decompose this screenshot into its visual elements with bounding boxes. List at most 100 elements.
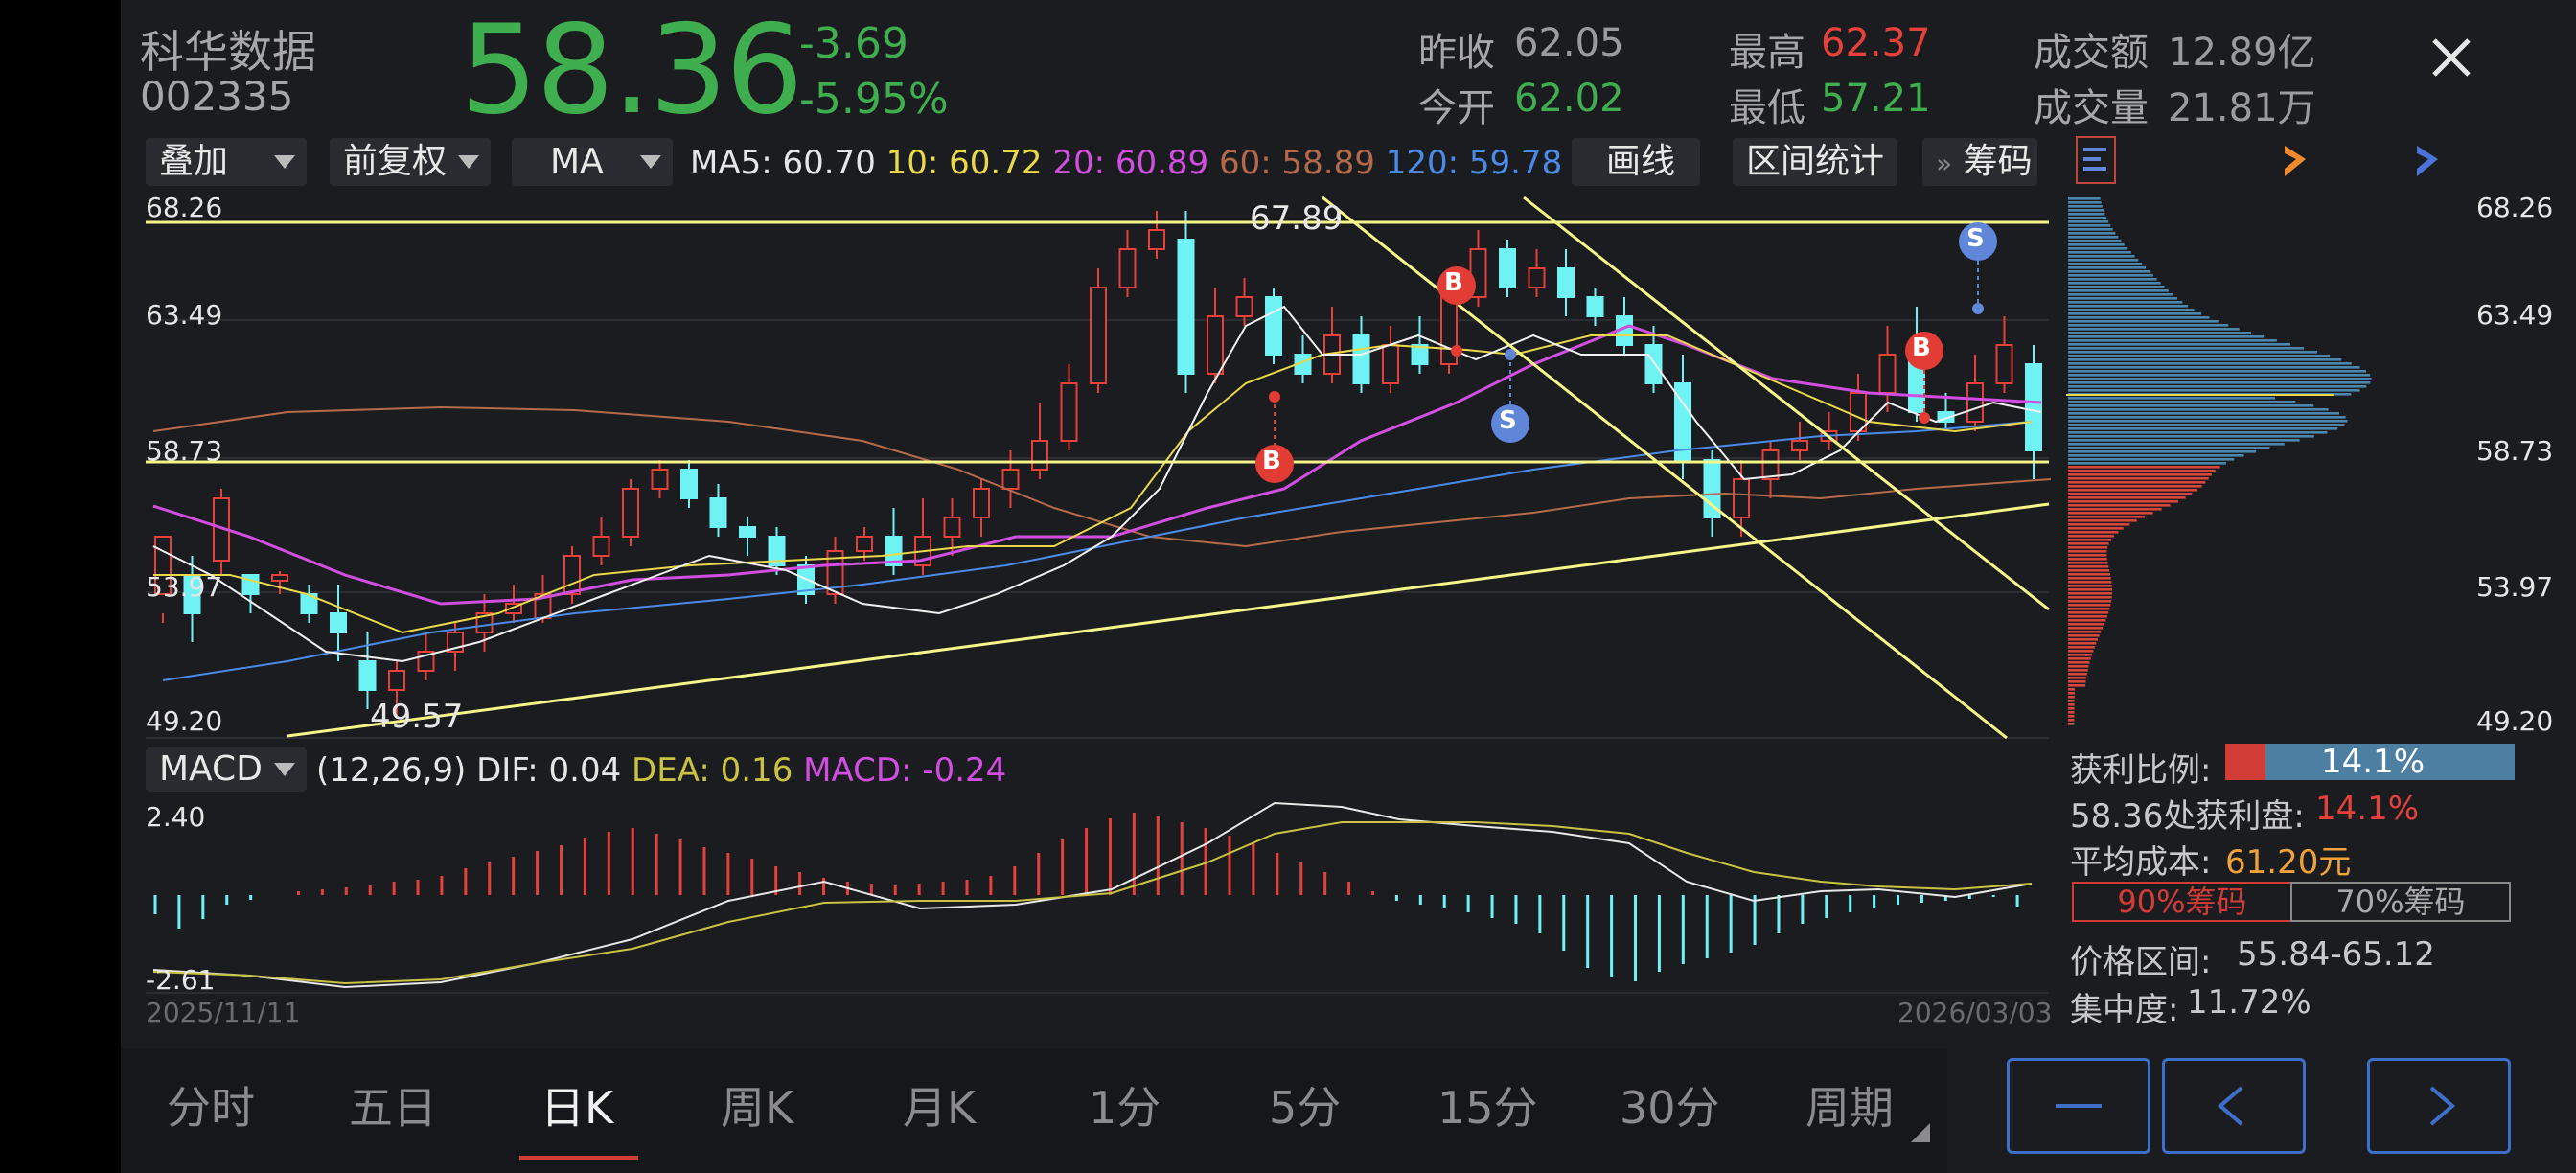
candle-body	[1761, 449, 1780, 480]
tab-five-day[interactable]: 五日	[349, 1082, 437, 1134]
chip-bar	[2068, 339, 2277, 342]
chip-bar	[2068, 335, 2265, 338]
chip-bar	[2068, 266, 2147, 269]
tab-1min[interactable]: 1分	[1089, 1082, 1162, 1134]
tab-daily-k[interactable]: 日K	[540, 1082, 614, 1134]
overlay-dropdown[interactable]: 叠加	[146, 138, 307, 186]
scroll-left-button[interactable]	[2162, 1058, 2306, 1154]
scroll-right-button[interactable]	[2367, 1058, 2511, 1154]
chip-bar	[2068, 243, 2125, 246]
chip-bar	[2068, 531, 2119, 534]
start-date: 2025/11/11	[146, 997, 301, 1028]
candle-body	[271, 574, 288, 582]
tab-5min[interactable]: 5分	[1269, 1082, 1342, 1134]
chip-bar	[2068, 615, 2107, 618]
ma120-value: 120: 59.78	[1385, 144, 1563, 182]
candle-body	[1937, 411, 1955, 423]
chip-bar	[2068, 412, 2339, 415]
chip-bar	[2068, 236, 2119, 239]
chip-bar	[2068, 209, 2104, 212]
chip-bar	[2068, 642, 2097, 645]
macd-dif: DIF: 0.04	[476, 751, 622, 790]
candle-body	[475, 612, 494, 633]
chip-bar	[2068, 381, 2371, 384]
close-button[interactable]	[2430, 36, 2472, 79]
candle-body	[1118, 248, 1137, 288]
buy-signal: B	[1444, 268, 1463, 297]
price-change-pct: -5.95%	[799, 75, 949, 124]
tab-monthly-k[interactable]: 月K	[903, 1082, 977, 1134]
corner-triangle-icon	[1911, 1123, 1930, 1142]
chip-bar	[2068, 458, 2235, 461]
chip-bar	[2068, 213, 2105, 216]
chip-bar	[2068, 251, 2131, 254]
candle-body	[680, 469, 698, 499]
avg-cost-value: 61.20元	[2225, 843, 2352, 882]
chevron-down-icon	[458, 155, 479, 169]
adjust-dropdown[interactable]: 前复权	[330, 138, 491, 186]
chip-bar	[2068, 619, 2106, 622]
candle-body	[651, 469, 669, 490]
candle-body	[1265, 296, 1282, 356]
range-stats-label: 区间统计	[1746, 142, 1885, 181]
low-price: 57.21	[1821, 77, 1931, 121]
candle-body	[1235, 296, 1254, 317]
candle-body	[2025, 363, 2042, 451]
chip-bar	[2068, 217, 2107, 219]
chip-bar	[2068, 332, 2251, 334]
tab-70-chips[interactable]: 70%筹码	[2290, 882, 2511, 922]
chip-bar	[2068, 477, 2209, 480]
chip-bar	[2068, 197, 2101, 200]
tab-weekly-k[interactable]: 周K	[721, 1082, 794, 1134]
chevron-down-icon	[274, 763, 295, 776]
chip-price-bottom: 49.20	[2476, 705, 2554, 737]
chip-bar	[2068, 454, 2244, 457]
chip-bar	[2068, 424, 2345, 426]
candle-body	[973, 488, 990, 518]
chips-label: 筹码	[1963, 142, 2033, 181]
chevron-down-icon	[274, 155, 295, 169]
chip-list-tab[interactable]	[2076, 136, 2116, 184]
profit-at-value: 14.1%	[2315, 790, 2420, 828]
price-range-label: 价格区间:	[2070, 943, 2212, 981]
candle-body	[505, 603, 522, 614]
profit-ratio-value: 14.1%	[2321, 743, 2426, 781]
indicator-dropdown[interactable]: MA	[512, 138, 673, 186]
tab-90-chips[interactable]: 90%筹码	[2072, 882, 2292, 922]
chip-distribution-chart	[2066, 197, 2372, 725]
range-stats-button[interactable]: 区间统计	[1733, 138, 1898, 186]
chip-chart-tab[interactable]	[2277, 142, 2313, 184]
chip-bar	[2068, 558, 2107, 561]
chip-bar	[2068, 661, 2090, 664]
chip-bar	[2068, 623, 2104, 626]
draw-line-button[interactable]: 画线	[1572, 138, 1700, 186]
chip-bar	[2068, 470, 2216, 472]
chip-bar	[2068, 608, 2110, 610]
profit-ratio-bar: 14.1%	[2225, 744, 2515, 780]
zoom-out-button[interactable]	[2007, 1058, 2150, 1154]
candle-body	[622, 488, 639, 538]
chip-bar	[2068, 500, 2178, 503]
tab-30min[interactable]: 30分	[1620, 1082, 1720, 1134]
tab-intraday[interactable]: 分时	[167, 1082, 255, 1134]
trade-signal-markers	[1255, 222, 1997, 483]
chip-bar	[2068, 370, 2367, 373]
ma60-value: 60: 58.89	[1219, 144, 1375, 182]
tab-15min[interactable]: 15分	[1438, 1082, 1538, 1134]
macd-legend: (12,26,9) DIF: 0.04 DEA: 0.16 MACD: -0.2…	[316, 751, 1006, 790]
candle-body	[709, 497, 727, 528]
chips-button[interactable]: » 筹码	[1922, 138, 2037, 186]
chip-bar	[2068, 378, 2372, 380]
chip-bar	[2068, 631, 2102, 633]
tab-period[interactable]: 周期	[1806, 1082, 1894, 1134]
candle-body	[739, 526, 756, 538]
chip-bar	[2068, 278, 2157, 281]
price-level-bottom: 49.20	[146, 705, 223, 737]
chip-bar	[2068, 516, 2145, 518]
chip-bar	[2068, 462, 2226, 465]
sell-signal: S	[1966, 224, 1985, 253]
macd-dropdown[interactable]: MACD	[146, 748, 307, 792]
chip-compare-tab[interactable]	[2409, 142, 2446, 184]
candle-body	[1644, 344, 1663, 384]
